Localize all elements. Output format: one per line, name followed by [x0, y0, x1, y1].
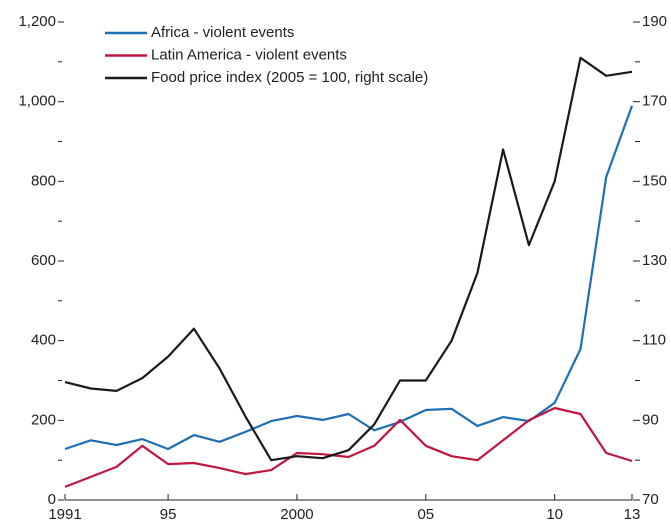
- y2-tick-label: 170: [642, 93, 667, 110]
- legend-label: Latin America - violent events: [151, 46, 347, 63]
- x-tick-label: 10: [546, 506, 563, 523]
- y2-tick-label: 150: [642, 172, 667, 189]
- series-line: [64, 56, 633, 462]
- y-tick-label: 800: [31, 172, 56, 189]
- x-tick-label: 05: [417, 506, 434, 523]
- y-tick-label: 0: [48, 491, 56, 508]
- y2-tick-label: 90: [642, 411, 659, 428]
- x-tick-label: 1991: [48, 506, 81, 523]
- y2-tick-label: 130: [642, 252, 667, 269]
- y-tick-label: 200: [31, 411, 56, 428]
- y-tick-label: 1,200: [18, 13, 56, 30]
- y2-tick-label: 110: [642, 332, 666, 349]
- y-tick-label: 400: [31, 332, 56, 349]
- y2-tick-label: 190: [642, 13, 667, 30]
- y2-tick-label: 70: [642, 491, 659, 508]
- x-tick-label: 95: [160, 506, 177, 523]
- x-tick-label: 2000: [280, 506, 313, 523]
- legend-label: Africa - violent events: [151, 24, 294, 41]
- legend-label: Food price index (2005 = 100, right scal…: [151, 69, 428, 86]
- y-tick-label: 600: [31, 252, 56, 269]
- series-line: [64, 105, 634, 451]
- series-line: [64, 406, 633, 488]
- y-tick-label: 1,000: [18, 93, 56, 110]
- x-tick-label: 13: [624, 506, 641, 523]
